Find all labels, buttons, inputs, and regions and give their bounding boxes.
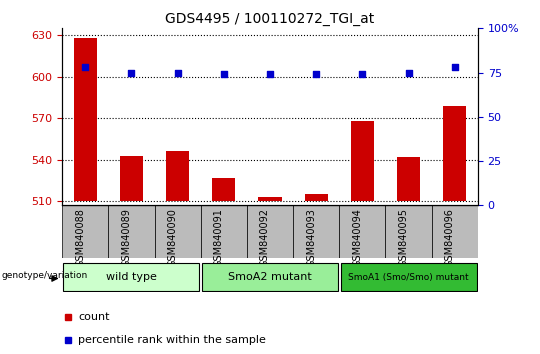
Text: GSM840088: GSM840088	[75, 208, 85, 267]
Point	[358, 72, 367, 77]
Bar	[247, 205, 293, 258]
Point	[312, 72, 321, 77]
Title: GDS4495 / 100110272_TGI_at: GDS4495 / 100110272_TGI_at	[165, 12, 375, 26]
Text: GSM840094: GSM840094	[353, 208, 362, 267]
Text: SmoA2 mutant: SmoA2 mutant	[228, 272, 312, 282]
Bar	[341, 263, 476, 291]
Text: wild type: wild type	[106, 272, 157, 282]
Bar	[443, 106, 467, 201]
Text: GSM840091: GSM840091	[214, 208, 224, 267]
Bar	[339, 205, 386, 258]
Bar	[201, 205, 247, 258]
Bar	[120, 155, 143, 201]
Text: GSM840096: GSM840096	[445, 208, 455, 267]
Text: count: count	[78, 312, 110, 322]
Text: GSM840095: GSM840095	[399, 208, 409, 267]
Bar	[351, 121, 374, 201]
Point	[173, 70, 182, 75]
Bar	[73, 38, 97, 201]
Text: genotype/variation: genotype/variation	[1, 271, 87, 280]
Text: SmoA1 (Smo/Smo) mutant: SmoA1 (Smo/Smo) mutant	[348, 273, 469, 281]
Bar	[64, 263, 199, 291]
Text: GSM840092: GSM840092	[260, 208, 270, 267]
Text: percentile rank within the sample: percentile rank within the sample	[78, 335, 266, 346]
Bar	[109, 205, 154, 258]
Point	[450, 64, 459, 70]
Point	[127, 70, 136, 75]
Bar	[293, 205, 339, 258]
Text: GSM840090: GSM840090	[167, 208, 178, 267]
Bar	[166, 152, 189, 201]
Point	[266, 72, 274, 77]
Text: GSM840093: GSM840093	[306, 208, 316, 267]
Point	[219, 72, 228, 77]
Text: GSM840089: GSM840089	[122, 208, 131, 267]
Bar	[431, 205, 478, 258]
Bar	[62, 205, 109, 258]
Bar	[259, 197, 281, 201]
Bar	[202, 263, 338, 291]
Bar	[154, 205, 201, 258]
Bar	[397, 157, 420, 201]
Bar	[212, 178, 235, 201]
Bar	[386, 205, 431, 258]
Point	[81, 64, 90, 70]
Point	[404, 70, 413, 75]
Bar	[305, 194, 328, 201]
